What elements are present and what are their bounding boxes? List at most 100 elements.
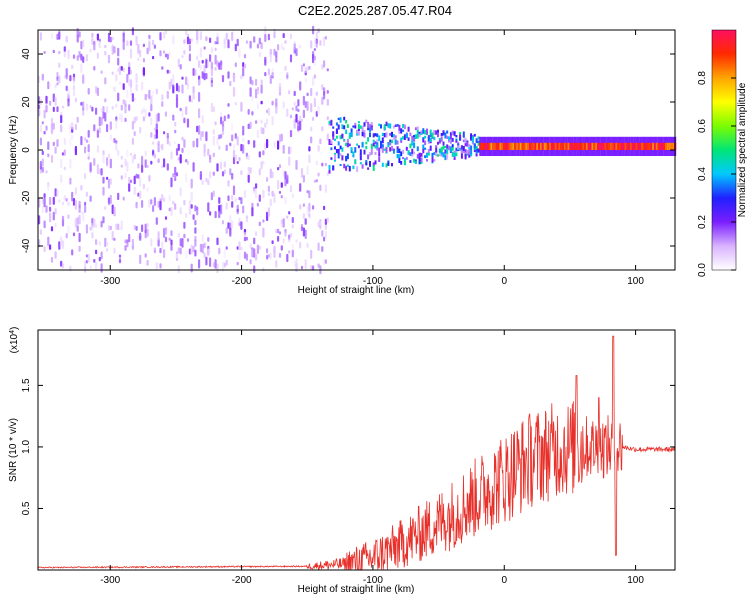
spectrogram-cell (392, 148, 395, 151)
spectrogram-cell (240, 246, 243, 251)
spectrogram-cell (416, 129, 419, 136)
spectrogram-cell (665, 142, 667, 150)
spectrogram-cell (179, 64, 182, 70)
spectrogram-cell (153, 250, 156, 254)
spectrogram-cell (295, 239, 298, 243)
spectrogram-cell (341, 147, 344, 152)
spectrogram-cell (210, 80, 213, 84)
spectrogram-cell (60, 124, 63, 133)
spectrogram-cell (245, 217, 248, 223)
spectrogram-cell (102, 150, 105, 156)
spectrogram-cell (422, 144, 425, 150)
spectrogram-cell (185, 250, 188, 259)
spectrogram-cell (396, 146, 399, 150)
spectrogram-cell (365, 145, 368, 150)
spectrogram-cell (135, 225, 138, 231)
spectrogram-cell (444, 132, 447, 139)
spectrogram-cell (334, 154, 336, 160)
spectrogram-cell (444, 145, 447, 148)
spectrogram-cell (260, 100, 263, 105)
spectrogram-cell (273, 48, 276, 56)
spectrogram-cell (133, 97, 136, 101)
spectrogram-cell (238, 251, 241, 260)
spectrogram-cell (117, 223, 120, 231)
spectrogram-cell (335, 149, 338, 154)
spectrogram-cell (72, 87, 76, 97)
y-tick-label: 0.5 (21, 501, 32, 515)
spectrogram-cell (131, 137, 134, 145)
spectrogram-cell (131, 238, 134, 249)
spectrogram-cell (207, 148, 210, 156)
spectrogram-cell (58, 50, 61, 55)
spectrogram-cell (39, 161, 42, 170)
spectrogram-cell (310, 265, 313, 270)
spectrogram-cell (326, 133, 329, 141)
spectrogram-cell (152, 91, 155, 97)
spectrogram-cell (359, 154, 362, 157)
spectrogram-cell (54, 222, 57, 228)
spectrogram-cell (157, 140, 160, 145)
spectrogram-cell (163, 228, 166, 238)
spectrogram-cell (56, 139, 59, 147)
spectrogram-cell (172, 74, 175, 84)
spectrogram-cell (98, 256, 101, 262)
spectrogram-cell (247, 166, 250, 172)
spectrogram-cell (177, 143, 180, 151)
spectrogram-cell (41, 121, 44, 125)
spectrogram-cell (95, 239, 98, 245)
spectrogram-cell (299, 81, 302, 91)
spectrogram-cell (357, 124, 360, 129)
spectrogram-cell (223, 115, 226, 122)
spectrogram-cell (111, 231, 114, 241)
spectrogram-cell (43, 197, 46, 208)
colorbar: 0.0 0.2 0.4 0.6 0.8 Normalized spectral ampl… (697, 29, 748, 277)
spectrogram-cell (159, 50, 162, 57)
spectrogram-cell (584, 142, 587, 150)
spectrogram-cell (357, 145, 360, 149)
spectrogram-cell (385, 121, 388, 127)
spectrogram-cell (315, 32, 318, 40)
spectrogram-cell (639, 142, 642, 150)
spectrogram-cell (139, 190, 142, 200)
spectrogram-cell (221, 220, 225, 225)
colorbar-tick-label: 0.8 (697, 71, 708, 85)
spectrogram-cell (216, 60, 219, 67)
spectrogram-cell (109, 134, 112, 141)
spectrogram-cell (245, 253, 248, 261)
spectrogram-cell (148, 34, 151, 39)
spectrogram-cell (648, 142, 651, 150)
spectrogram-cell (69, 158, 72, 169)
spectrogram-cell (142, 43, 145, 48)
spectrogram-cell (312, 265, 315, 271)
spectrogram-cell (194, 239, 197, 247)
spectrogram-cell (449, 146, 452, 152)
spectrogram-cell (451, 147, 454, 151)
spectrogram-cell (144, 253, 147, 258)
spectrogram-cell (50, 32, 54, 39)
spectrogram-cell (249, 76, 252, 84)
spectrogram-cell (613, 142, 616, 150)
spectrogram-cell (389, 133, 392, 136)
spectrogram-cell (324, 230, 327, 239)
spectrogram-cell (264, 72, 267, 77)
spectrogram-cell (282, 101, 285, 109)
spectrogram-cell (157, 231, 160, 241)
spectrogram-cell (299, 45, 302, 48)
spectrogram-cell (84, 173, 87, 180)
spectrogram-cell (598, 142, 601, 150)
spectrogram-cell (457, 144, 460, 149)
spectrogram-cell (141, 224, 144, 232)
spectrogram-cell (71, 64, 74, 70)
spectrogram-cell (470, 133, 473, 139)
spectrogram-cell (126, 239, 129, 248)
spectrogram-cell (95, 223, 98, 229)
spectrogram-cell (641, 142, 644, 150)
spectrogram-cell (164, 216, 168, 220)
spectrogram-cell (273, 141, 276, 148)
spectrogram-cell (78, 245, 81, 252)
spectrogram-cell (172, 35, 175, 45)
spectrogram-cell (50, 154, 54, 163)
spectrogram-cell (220, 134, 223, 139)
spectrogram-cell (369, 127, 371, 132)
spectrogram-cell (238, 218, 241, 227)
